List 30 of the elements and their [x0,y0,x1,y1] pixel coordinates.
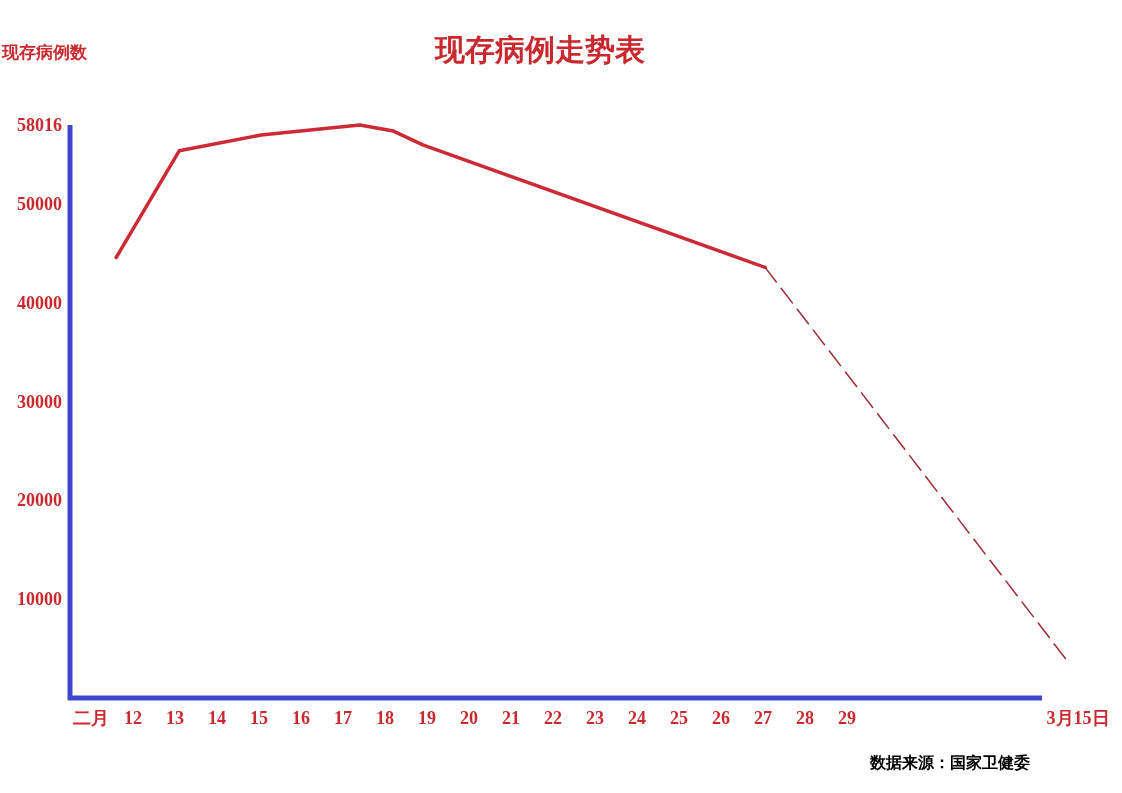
x-tick-label: 12 [124,708,142,728]
x-tick-label: 14 [208,708,226,728]
x-tick-label: 28 [796,708,814,728]
y-tick-label: 20000 [17,490,62,511]
x-tick-label: 29 [838,708,856,728]
x-tick-label: 16 [292,708,310,728]
y-tick-label: 40000 [17,292,62,313]
x-tick-label: 24 [628,708,646,728]
x-tick-label: 21 [502,708,520,728]
x-tick-label: 13 [166,708,184,728]
x-tick-label: 22 [544,708,562,728]
x-tick-label: 二月 [73,708,109,728]
x-tick-label: 20 [460,708,478,728]
x-tick-label: 27 [754,708,772,728]
line-series [114,123,767,270]
x-tick-label: 26 [712,708,730,728]
x-tick-label: 25 [670,708,688,728]
x-tick-label: 23 [586,708,604,728]
y-axis-title: 现存病例数 [1,43,88,62]
y-tick-label: 50000 [17,194,62,215]
x-tick-label: 3月15日 [1046,708,1110,728]
y-tick-label: 10000 [17,589,62,610]
x-tick-label: 15 [250,708,268,728]
y-tick-label: 58016 [17,115,62,135]
source-note: 数据来源：国家卫健委 [869,753,1030,772]
x-tick-label: 19 [418,708,436,728]
y-tick-label: 30000 [17,391,62,412]
x-tick-label: 17 [334,708,352,728]
x-tick-label: 18 [376,708,394,728]
chart-title: 现存病例走势表 [434,33,645,66]
